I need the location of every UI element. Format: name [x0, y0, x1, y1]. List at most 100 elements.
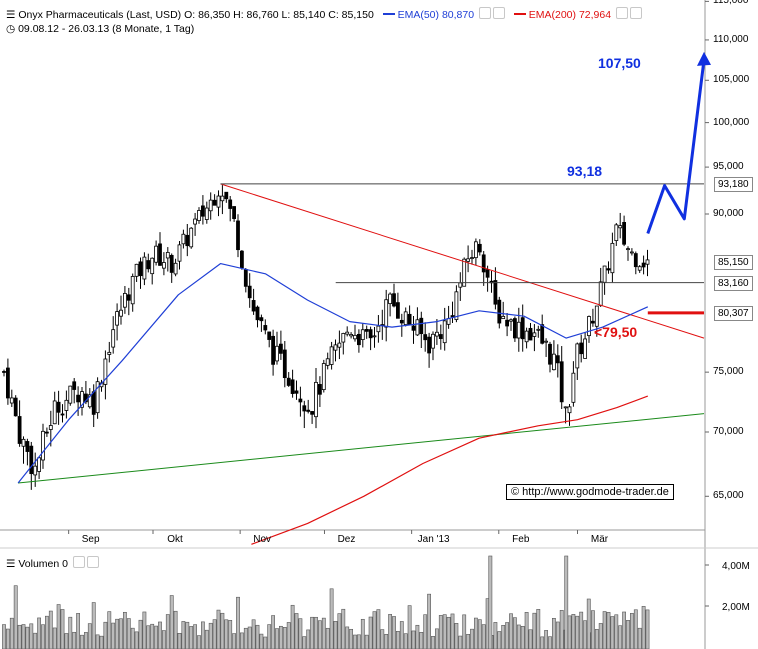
candle-body: [415, 319, 420, 336]
volume-bar: [606, 612, 611, 649]
settings-icon[interactable]: [615, 7, 628, 19]
volume-bar: [618, 625, 623, 649]
candle-body: [567, 406, 572, 414]
volume-bar: [415, 624, 420, 649]
ema200-line: [251, 395, 649, 545]
candle-body: [220, 195, 225, 202]
volume-bar: [341, 608, 346, 649]
candle-body: [630, 251, 634, 254]
volume-bar: [372, 611, 377, 649]
volume-bar: [532, 612, 537, 649]
volume-bar: [80, 634, 84, 649]
volume-bar: [586, 598, 591, 649]
volume-bar: [306, 629, 311, 649]
menu-icon[interactable]: ☰: [6, 558, 16, 570]
candle-body: [368, 329, 373, 339]
candle-body: [263, 325, 268, 331]
volume-bar: [115, 618, 120, 649]
candle-body: [282, 349, 287, 379]
volume-bar: [488, 555, 493, 649]
candle-body: [17, 416, 22, 444]
candle-body: [423, 334, 428, 341]
volume-bar: [177, 633, 182, 649]
candle-body: [419, 317, 424, 335]
candle-body: [60, 413, 65, 416]
candle-body: [45, 431, 49, 434]
volume-bar: [278, 625, 283, 649]
ema50-label: EMA(50): [397, 9, 440, 21]
x-tick-label: Feb: [512, 534, 530, 545]
volume-bar: [52, 627, 57, 649]
x-tick-label: Dez: [338, 534, 356, 545]
volume-bar: [123, 611, 127, 649]
candle-body: [271, 335, 276, 365]
settings-icon[interactable]: [478, 7, 491, 19]
candle-body: [450, 315, 455, 318]
volume-bar: [130, 627, 135, 649]
candle-body: [438, 334, 443, 339]
y-tick-label: 105,000: [713, 74, 750, 86]
candle-body: [138, 261, 143, 277]
candle-body: [360, 329, 365, 341]
y-tick-label: 70,000: [713, 426, 744, 437]
volume-bar: [208, 622, 213, 649]
volume-bar: [310, 616, 315, 649]
ema50-value: 80,870: [441, 9, 475, 21]
volume-bar: [559, 610, 564, 649]
volume-bar: [267, 624, 272, 649]
candle-body: [399, 319, 404, 324]
volume-bar: [154, 625, 159, 649]
candle-body: [286, 377, 291, 386]
candle-body: [236, 220, 240, 251]
candle-body: [614, 224, 619, 242]
candle-body: [337, 342, 342, 348]
candle-body: [317, 384, 322, 395]
volume-bar: [13, 585, 18, 649]
ohlc-values: O: 86,350 H: 86,760 L: 85,140 C: 85,150: [184, 9, 374, 21]
volume-bar: [251, 619, 256, 649]
trendline: [18, 413, 705, 484]
candle-body: [434, 331, 439, 337]
close-icon[interactable]: [492, 7, 505, 19]
close-icon[interactable]: [86, 556, 99, 568]
close-icon[interactable]: [629, 7, 642, 19]
volume-bar: [376, 609, 381, 649]
candle-body: [21, 438, 26, 447]
candle-body: [193, 218, 198, 225]
candle-body: [395, 302, 400, 319]
volume-bar: [497, 631, 502, 649]
candle-body: [485, 269, 490, 278]
volume-bar: [197, 635, 201, 649]
volume-bar: [384, 633, 389, 649]
volume-bar: [536, 609, 541, 649]
menu-icon[interactable]: ☰: [6, 9, 16, 21]
volume-bar: [368, 616, 373, 649]
volume-bar: [466, 634, 471, 649]
volume-bar: [134, 631, 139, 649]
candle-body: [403, 311, 408, 325]
candle-body: [314, 381, 318, 418]
candle-body: [52, 400, 57, 425]
volume-bar: [505, 622, 510, 649]
volume-bar: [138, 619, 143, 649]
volume-bar: [232, 633, 237, 649]
instrument-name: Onyx Pharmaceuticals (Last, USD): [18, 9, 182, 21]
candle-body: [197, 210, 201, 221]
volume-bar: [275, 628, 279, 649]
volume-bar: [263, 636, 268, 649]
settings-icon[interactable]: [72, 556, 85, 568]
volume-bar: [21, 624, 26, 649]
candle-body: [341, 333, 346, 343]
candle-body: [473, 241, 478, 259]
candle-body: [95, 381, 100, 414]
volume-bar: [571, 614, 576, 649]
volume-bar: [259, 633, 264, 649]
candle-body: [72, 381, 77, 390]
candle-body: [544, 340, 548, 343]
volume-bar: [41, 624, 45, 649]
candle-body: [204, 207, 209, 220]
candle-body: [509, 319, 513, 322]
volume-bar: [9, 617, 14, 649]
candle-body: [33, 465, 38, 476]
candle-body: [587, 316, 591, 337]
